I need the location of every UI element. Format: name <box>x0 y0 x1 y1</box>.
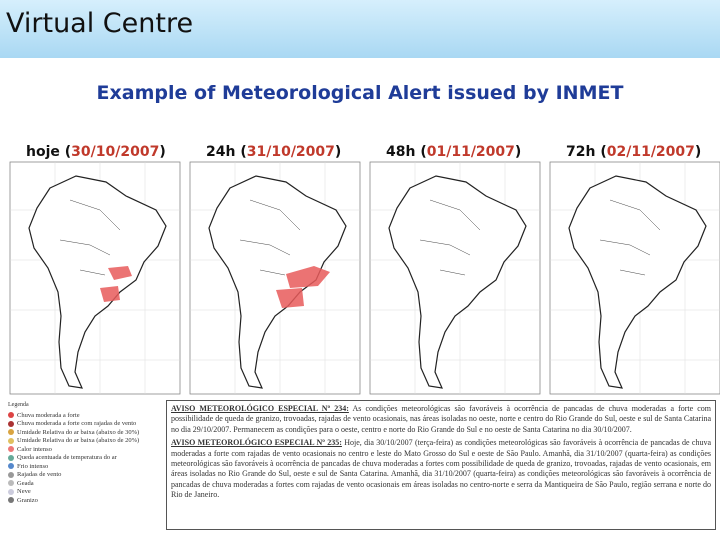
legend-item: Neve <box>8 488 158 497</box>
text: Queda acentuada de temperatura do ar <box>17 454 117 462</box>
legend-item: Chuva moderada a forte <box>8 411 158 420</box>
text: Rajadas de vento <box>17 471 62 479</box>
text: Umidade Relativa do ar baixa (abaixo de … <box>17 428 140 436</box>
legend: Legenda Chuva moderada a forte Chuva mod… <box>8 402 158 505</box>
legend-item: Rajadas de vento <box>8 471 158 480</box>
legend-item: Calor intenso <box>8 445 158 454</box>
panel-label: 48h (01/11/2007) <box>386 144 521 160</box>
subtitle: Example of Meteorological Alert issued b… <box>96 82 624 104</box>
panel-label: 24h (31/10/2007) <box>206 144 341 160</box>
text: 30/10/2007 <box>71 144 159 160</box>
header-title: Virtual Centre <box>6 8 194 39</box>
legend-item: Umidade Relativa do ar baixa (abaixo de … <box>8 428 158 437</box>
text: AVISO METEOROLÓGICO ESPECIAL Nº 234: <box>171 404 349 413</box>
text: Chuva moderada a forte <box>17 411 80 419</box>
text: 24h ( <box>206 144 247 160</box>
text: Hoje, dia 30/10/2007 (terça-feira) as co… <box>171 438 712 500</box>
text: 72h ( <box>566 144 607 160</box>
legend-item: Frio intenso <box>8 462 158 471</box>
alert: AVISO METEOROLÓGICO ESPECIAL Nº 235: Hoj… <box>171 438 711 500</box>
text: As condições meteorológicas são favoráve… <box>171 404 712 434</box>
alert-box: AVISO METEOROLÓGICO ESPECIAL Nº 234: As … <box>166 400 716 530</box>
legend-item: Umidade Relativa do ar baixa (abaixo de … <box>8 437 158 446</box>
text: 02/11/2007 <box>607 144 695 160</box>
legend-item: Granizo <box>8 496 158 505</box>
map-panel: 24h (31/10/2007) <box>190 144 360 394</box>
header-bar: Virtual Centre <box>0 0 720 58</box>
map-panel: 48h (01/11/2007) <box>370 144 540 394</box>
text: Chuva moderada a forte com rajadas de ve… <box>17 420 137 428</box>
text: ) <box>695 144 701 160</box>
panel-label: 72h (02/11/2007) <box>566 144 701 160</box>
panel-label: hoje (30/10/2007) <box>26 144 166 160</box>
alert: AVISO METEOROLÓGICO ESPECIAL Nº 234: As … <box>171 404 711 435</box>
text: ) <box>159 144 165 160</box>
text: ) <box>335 144 341 160</box>
text: AVISO METEOROLÓGICO ESPECIAL Nº 235: <box>171 438 342 448</box>
legend-item: Chuva moderada a forte com rajadas de ve… <box>8 420 158 429</box>
text: 31/10/2007 <box>247 144 335 160</box>
map-panel: hoje (30/10/2007) <box>10 144 180 394</box>
text: hoje ( <box>26 144 71 160</box>
maps: hoje (30/10/2007) 24h (31/10/2007) 48h (… <box>0 144 720 398</box>
text: Geada <box>17 479 34 487</box>
text: 48h ( <box>386 144 427 160</box>
text: Calor intenso <box>17 445 52 453</box>
text: Frio intenso <box>17 462 49 470</box>
legend-title: Legenda <box>8 402 29 408</box>
map-panel: 72h (02/11/2007) <box>550 144 720 394</box>
text: Neve <box>17 488 31 496</box>
text: Granizo <box>17 496 38 504</box>
legend-item: Geada <box>8 479 158 488</box>
text: ) <box>515 144 521 160</box>
text: 01/11/2007 <box>427 144 515 160</box>
legend-item: Queda acentuada de temperatura do ar <box>8 454 158 463</box>
text: Umidade Relativa do ar baixa (abaixo de … <box>17 437 140 445</box>
